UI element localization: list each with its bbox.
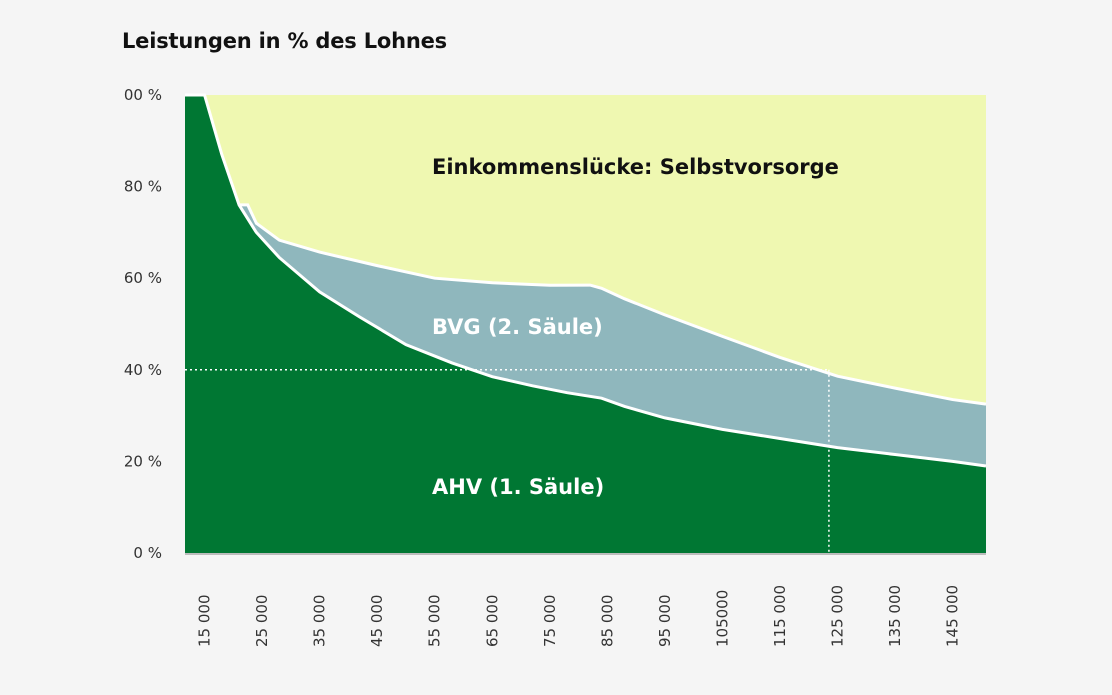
label-bvg: BVG (2. Säule) — [432, 315, 603, 339]
y-axis-ticks: 0 % 20 % 40 % 60 % 80 % 00 % — [124, 86, 162, 562]
x-tick-label: 35 000 — [311, 595, 329, 648]
x-tick-label: 115 000 — [771, 585, 789, 647]
x-tick-label: 65 000 — [483, 595, 501, 648]
x-tick-label: 105000 — [713, 590, 731, 647]
chart-title: Leistungen in % des Lohnes — [122, 29, 447, 53]
x-tick-label: 45 000 — [368, 595, 386, 648]
x-tick-label: 85 000 — [598, 595, 616, 648]
area-layers — [185, 93, 987, 553]
x-tick-label: 55 000 — [426, 595, 444, 648]
y-tick-label: 0 % — [133, 544, 162, 562]
y-tick-label: 20 % — [124, 452, 162, 470]
x-tick-label: 95 000 — [656, 595, 674, 648]
area-ahv — [185, 95, 986, 553]
x-tick-label: 145 000 — [944, 585, 962, 647]
reference-lines — [185, 369, 830, 553]
x-tick-label: 75 000 — [541, 595, 559, 648]
y-tick-label: 60 % — [124, 269, 162, 287]
y-tick-label: 40 % — [124, 361, 162, 379]
y-tick-label: 00 % — [124, 86, 162, 104]
y-tick-label: 80 % — [124, 178, 162, 196]
x-tick-label: 15 000 — [196, 595, 214, 648]
area-bvg — [239, 204, 986, 466]
x-axis-ticks: 15 000 25 000 35 000 45 000 55 000 65 000 75 0… — [196, 585, 962, 647]
label-einkommensluecke: Einkommenslücke: Selbstvorsorge — [432, 155, 839, 179]
line-ahv-top — [185, 93, 987, 468]
label-ahv: AHV (1. Säule) — [432, 475, 604, 499]
line-bvg-top — [239, 203, 987, 406]
x-tick-label: 25 000 — [253, 595, 271, 648]
x-tick-label: 135 000 — [886, 585, 904, 647]
x-tick-label: 125 000 — [829, 585, 847, 647]
